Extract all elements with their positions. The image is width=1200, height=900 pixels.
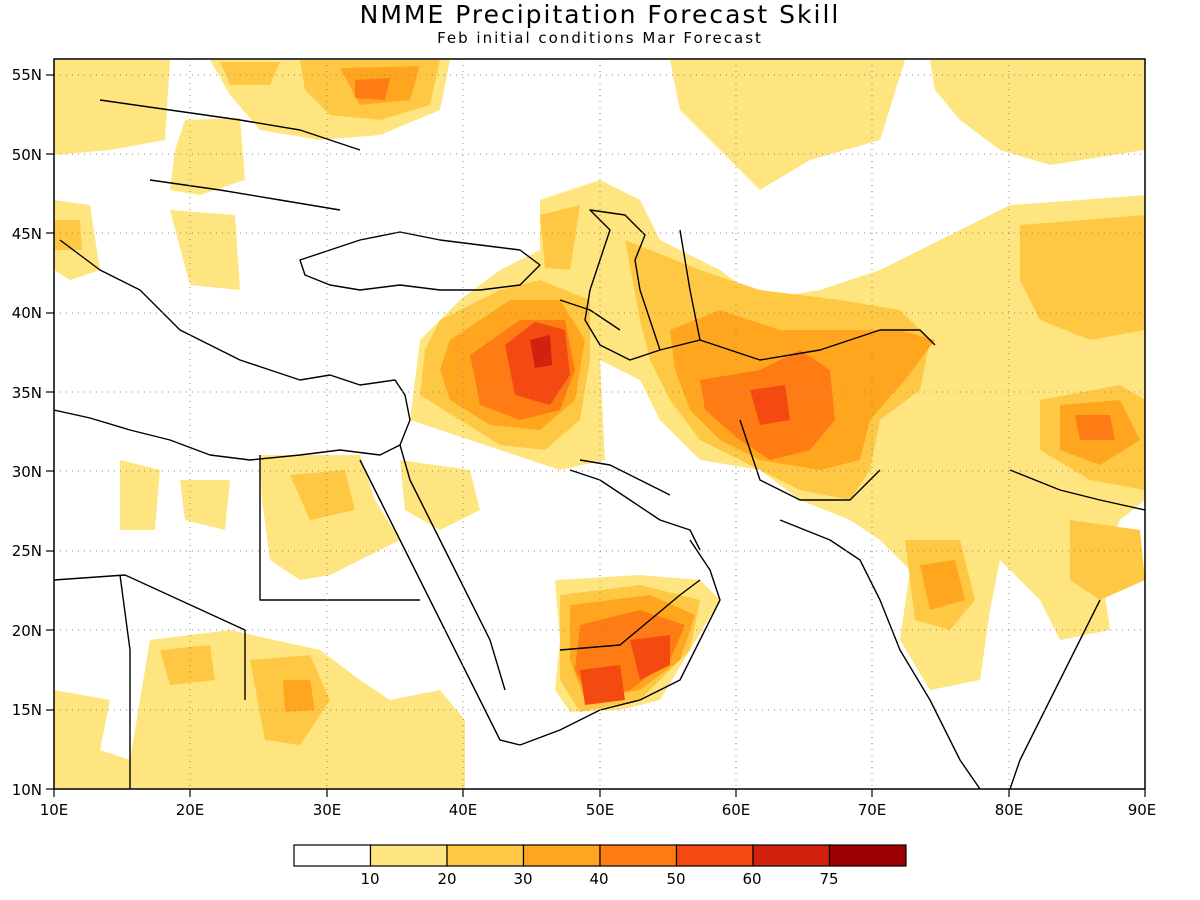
longitude-labels: 10E 20E 30E 40E 50E 60E 70E 80E 90E (40, 801, 1157, 819)
lat-tick-label: 20N (12, 622, 42, 640)
lat-tick-label: 35N (12, 384, 42, 402)
lon-tick-label: 90E (1128, 801, 1157, 819)
colorbar-swatch (828, 844, 907, 867)
coastlines (54, 99, 1145, 789)
colorbar-swatch (599, 844, 678, 867)
colorbar-swatch (675, 844, 754, 867)
latitude-labels: 10N 15N 20N 25N 30N 35N 40N 45N 50N 55N (12, 66, 42, 799)
lon-tick-label: 40E (449, 801, 478, 819)
colorbar-swatch (752, 844, 831, 867)
colorbar-label: 50 (666, 870, 685, 888)
colorbar-swatch (522, 844, 601, 867)
lat-tick-label: 50N (12, 146, 42, 164)
lat-tick-label: 40N (12, 304, 42, 322)
colorbar-label: 60 (742, 870, 761, 888)
lon-tick-label: 50E (586, 801, 615, 819)
lat-tick-label: 10N (12, 781, 42, 799)
lat-tick-label: 25N (12, 542, 42, 560)
chart-title: NMME Precipitation Forecast Skill (359, 0, 841, 29)
lat-tick-label: 45N (12, 225, 42, 243)
colorbar: 10 20 30 40 50 60 75 (293, 844, 907, 888)
colorbar-swatch (369, 844, 448, 867)
lon-tick-label: 20E (176, 801, 205, 819)
chart-subtitle: Feb initial conditions Mar Forecast (437, 29, 763, 47)
lat-tick-label: 55N (12, 66, 42, 84)
lat-tick-label: 15N (12, 701, 42, 719)
lat-tick-label: 30N (12, 463, 42, 481)
colorbar-label: 75 (819, 870, 838, 888)
skill-shading (54, 60, 1145, 789)
colorbar-label: 30 (513, 870, 532, 888)
lon-tick-label: 60E (722, 801, 751, 819)
lon-tick-label: 70E (858, 801, 887, 819)
tick-marks (46, 74, 1146, 797)
colorbar-label: 20 (437, 870, 456, 888)
colorbar-swatch (446, 844, 525, 867)
colorbar-swatch (293, 844, 372, 867)
lon-tick-label: 80E (995, 801, 1024, 819)
lon-tick-label: 30E (313, 801, 342, 819)
colorbar-label: 40 (589, 870, 608, 888)
colorbar-label: 10 (360, 870, 379, 888)
lon-tick-label: 10E (40, 801, 69, 819)
